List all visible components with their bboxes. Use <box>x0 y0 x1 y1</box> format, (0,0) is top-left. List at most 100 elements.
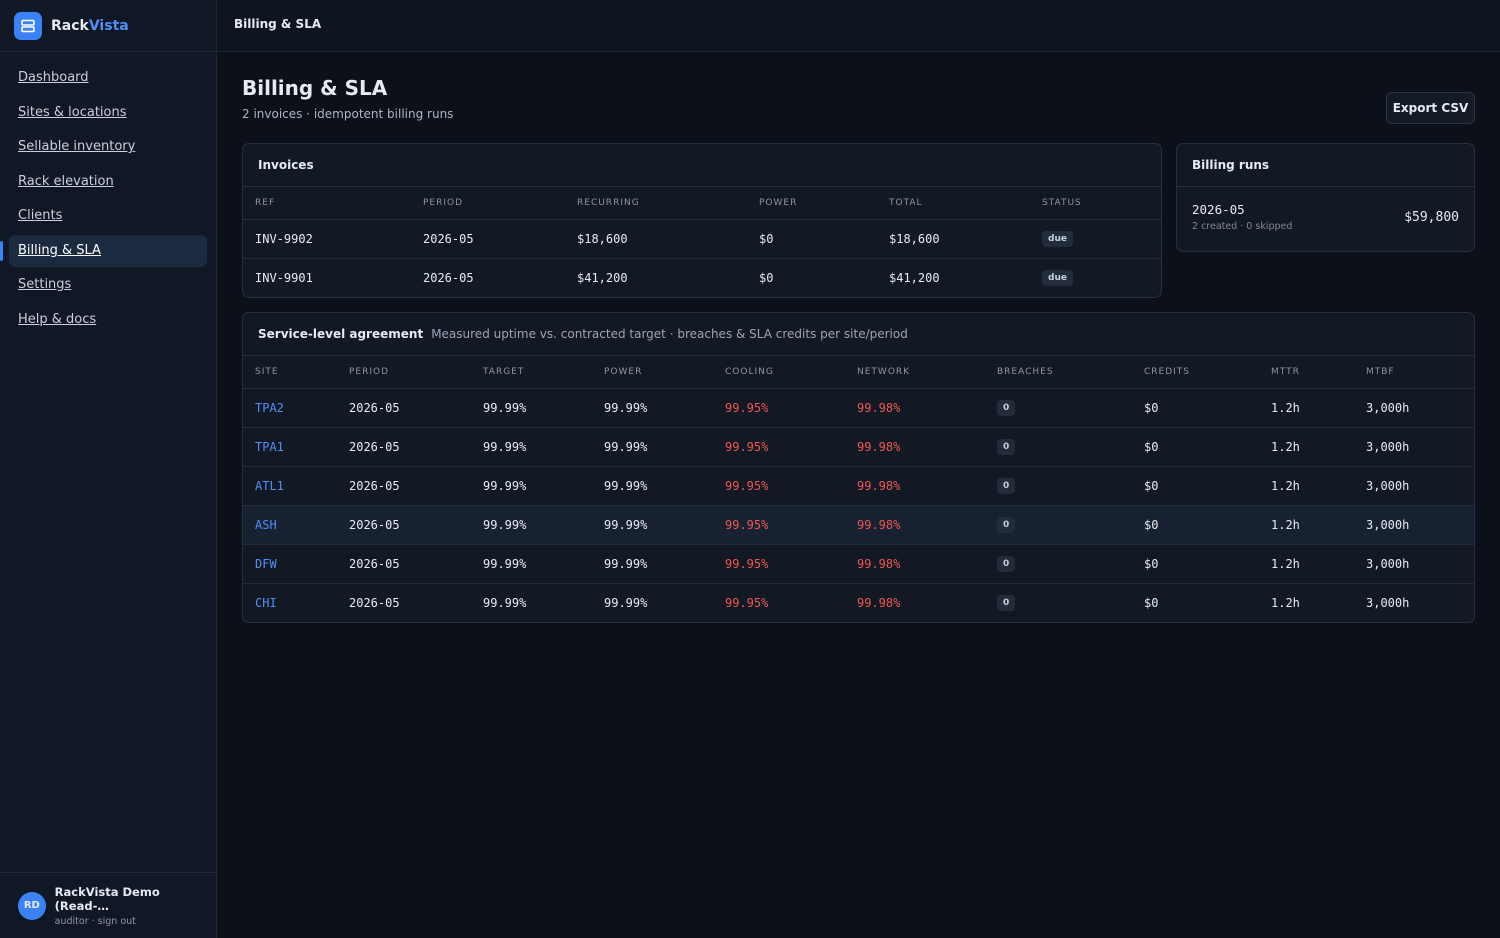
thead: REF PERIOD RECURRING POWER TOTAL STATUS <box>243 187 1161 220</box>
cell-text: 2026-05 <box>349 478 400 493</box>
cell: 99.99% <box>471 544 592 584</box>
cell: $0 <box>1132 466 1259 506</box>
cell: $18,600 <box>565 219 747 259</box>
cell-text: $0 <box>1144 595 1159 610</box>
cell: 0 <box>985 388 1132 428</box>
badge: 0 <box>997 517 1016 533</box>
cell-text: 99.98% <box>857 439 901 454</box>
cell: 99.99% <box>592 544 713 584</box>
cell: due <box>1030 219 1161 259</box>
cell: $41,200 <box>565 258 747 297</box>
cell-text: 99.95% <box>725 517 769 532</box>
nav-link[interactable]: Help & docs <box>18 311 97 327</box>
column-header: PERIOD <box>411 187 565 220</box>
cell: $0 <box>1132 427 1259 467</box>
badge: 0 <box>997 400 1016 416</box>
cell: $41,200 <box>877 258 1030 297</box>
cell: 1.2h <box>1259 583 1354 622</box>
row[interactable]: ATL1 2026-05 99.99% 99.99% 99.95% 99.98% 0 $0 1.… <box>243 466 1474 506</box>
cell-text: 99.95% <box>725 556 769 571</box>
nav-link[interactable]: Clients <box>18 208 63 223</box>
cell-text: 99.98% <box>857 556 901 571</box>
cell: 3,000h <box>1354 388 1474 428</box>
row[interactable]: TPA2 2026-05 99.99% 99.99% 99.95% 99.98% 0 $0 1.… <box>243 388 1474 428</box>
column-header: POWER <box>592 356 713 389</box>
nav-link[interactable]: Sites & locations <box>18 104 127 120</box>
cell-text: 99.98% <box>857 595 901 610</box>
page-subtitle: 2 invoices · idempotent billing runs <box>242 107 454 121</box>
cell: 99.99% <box>592 466 713 506</box>
cell-text[interactable]: CHI <box>255 595 277 610</box>
card-title: Invoices <box>243 144 1161 187</box>
nav-link[interactable]: Dashboard <box>18 70 89 85</box>
nav-link[interactable]: Settings <box>18 277 72 292</box>
cell: $0 <box>1132 544 1259 584</box>
cell-text: 3,000h <box>1366 556 1410 571</box>
nav-link[interactable]: Rack elevation <box>18 173 114 189</box>
cell-text[interactable]: ASH <box>255 517 277 532</box>
row[interactable]: INV-9901 2026-05 $41,200 $0 $41,200 due <box>243 258 1161 297</box>
row[interactable]: INV-9902 2026-05 $18,600 $0 $18,600 due <box>243 219 1161 259</box>
cell-text: $0 <box>1144 439 1159 454</box>
cell-text[interactable]: TPA2 <box>255 400 284 415</box>
export-button[interactable]: Export CSV <box>1386 92 1475 124</box>
cell-text: $0 <box>1144 400 1159 415</box>
cell-text: 1.2h <box>1271 439 1300 454</box>
cell-text: 99.95% <box>725 478 769 493</box>
sidebar: Rack Vista Dashboard Sites & locations Sell… <box>0 0 217 938</box>
badge: due <box>1042 231 1073 247</box>
topbar: Billing & SLA <box>217 0 1500 52</box>
badge: due <box>1042 270 1073 287</box>
row[interactable]: TPA1 2026-05 99.99% 99.99% 99.95% 99.98% 0 $0 1.… <box>243 427 1474 467</box>
row[interactable]: CHI 2026-05 99.99% 99.99% 99.95% 99.98% 0 $0 1.2… <box>243 583 1474 622</box>
row[interactable]: DFW 2026-05 99.99% 99.99% 99.95% 99.98% 0 $0 1.2… <box>243 544 1474 584</box>
cell-text: $0 <box>759 231 774 246</box>
cell-text: 99.99% <box>483 478 527 493</box>
cell-text[interactable]: TPA1 <box>255 439 284 454</box>
cell: 2026-05 <box>337 388 471 428</box>
cell-text: 2026-05 <box>349 556 400 571</box>
cell: 2026-05 <box>411 219 565 259</box>
cell: $0 <box>1132 388 1259 428</box>
cell: 2026-05 <box>337 583 471 622</box>
cell-text: 3,000h <box>1366 517 1410 532</box>
invoices-table: REF PERIOD RECURRING POWER TOTAL STATUS INV-99… <box>243 187 1161 297</box>
cell-text[interactable]: DFW <box>255 556 277 571</box>
cell: due <box>1030 258 1161 297</box>
badge: 0 <box>997 439 1016 455</box>
brand-name: Rack <box>51 17 89 34</box>
column-header: REF <box>243 187 411 220</box>
cell-text: 99.99% <box>483 517 527 532</box>
cell: 2026-05 <box>337 466 471 506</box>
cell: 0 <box>985 544 1132 584</box>
column-header: BREACHES <box>985 356 1132 389</box>
header-row: SITE PERIOD TARGET POWER COOLING NETWORK BREAC… <box>243 356 1474 389</box>
logo <box>14 11 42 40</box>
cell: 99.95% <box>713 505 845 545</box>
cell-text: INV-9901 <box>255 270 313 285</box>
run-info: 2026-05 2 created · 0 skipped <box>1192 202 1292 232</box>
sla-card: Service-level agreement Measured uptime v… <box>242 312 1475 623</box>
cell-text: $41,200 <box>889 270 940 285</box>
nav-link[interactable]: Billing & SLA <box>0 234 207 267</box>
nav-link[interactable]: Sellable inventory <box>18 139 136 154</box>
run-detail: 2 created · 0 skipped <box>1192 221 1293 232</box>
cell-text: 99.99% <box>483 400 527 415</box>
card-title: Service-level agreement Measured uptime v… <box>243 313 1474 356</box>
cell-text[interactable]: ATL1 <box>255 478 284 493</box>
run: 2026-05 2 created · 0 skipped $59,800 <box>1177 187 1474 247</box>
cell-text: 99.98% <box>857 400 901 415</box>
nav: Dashboard Sites & locations Sellable inven… <box>0 52 216 336</box>
column-header: STATUS <box>1030 187 1161 220</box>
cell: 99.99% <box>592 427 713 467</box>
cell: 99.98% <box>845 544 985 584</box>
brand[interactable]: Rack Vista <box>0 0 216 52</box>
cell-text: 2026-05 <box>349 517 400 532</box>
cell: 0 <box>985 466 1132 506</box>
cell-text: 99.99% <box>483 439 527 454</box>
user[interactable]: RD RackVista Demo (Read-… auditor · sign… <box>0 872 216 938</box>
cell-text: 99.99% <box>483 595 527 610</box>
row[interactable]: ASH 2026-05 99.99% 99.99% 99.95% 99.98% 0 $0 1.2… <box>243 505 1474 545</box>
cell-text: 2026-05 <box>423 270 474 285</box>
cell-text: 2026-05 <box>349 439 400 454</box>
